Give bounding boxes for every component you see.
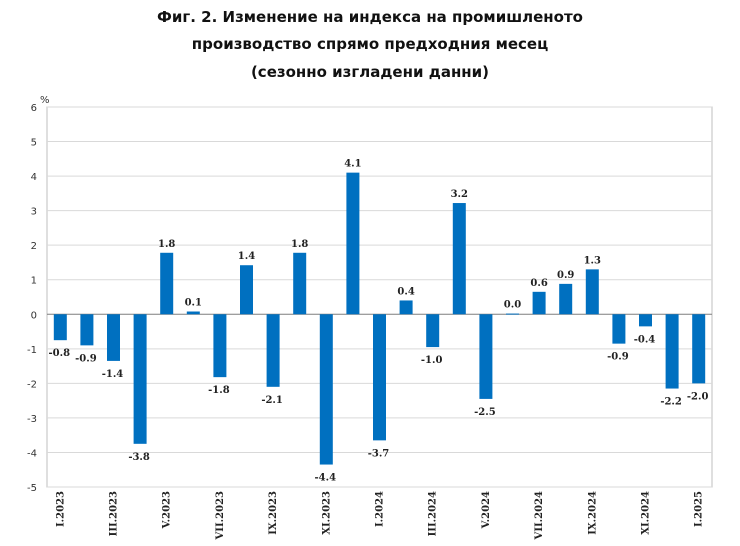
bar — [213, 314, 227, 378]
bar — [506, 313, 519, 315]
data-label: 4.1 — [344, 159, 361, 170]
bar — [585, 269, 599, 315]
y-tick-label: 5 — [31, 138, 37, 149]
bar — [319, 314, 333, 465]
x-tick-label: VII.2023 — [215, 491, 226, 540]
data-label: -2.5 — [474, 407, 496, 418]
bar — [532, 291, 546, 315]
bar — [53, 314, 67, 341]
bar — [133, 314, 147, 444]
bar — [266, 314, 280, 387]
y-tick-label: 0 — [31, 310, 37, 321]
data-label: -2.0 — [687, 391, 709, 402]
data-label: 0.4 — [397, 286, 414, 297]
data-label: -1.0 — [421, 355, 443, 366]
data-label: 1.8 — [291, 239, 308, 250]
bar — [346, 172, 360, 315]
chart-title-line-2: производство спрямо предходния месец — [191, 35, 549, 53]
x-tick-label: XI.2023 — [321, 491, 332, 535]
data-label: 1.4 — [238, 251, 255, 262]
bar — [479, 314, 493, 399]
y-tick-label: -2 — [27, 379, 37, 390]
bar — [612, 314, 626, 344]
data-label: -4.4 — [315, 473, 337, 484]
y-tick-label: 6 — [31, 103, 37, 114]
data-label: 0.0 — [504, 300, 521, 311]
y-tick-label: 2 — [31, 241, 37, 252]
data-label: -1.4 — [102, 369, 124, 380]
x-tick-label: IX.2023 — [268, 491, 279, 535]
bar — [240, 265, 253, 315]
bar — [426, 314, 440, 348]
data-label: 0.9 — [557, 270, 574, 281]
x-tick-label: V.2023 — [162, 491, 173, 529]
bar — [692, 314, 706, 384]
y-tick-label: -5 — [27, 483, 37, 494]
y-tick-label: 1 — [31, 276, 37, 287]
data-label: -3.8 — [128, 452, 150, 463]
bar — [559, 283, 573, 315]
data-label: -2.1 — [261, 395, 283, 406]
bar — [373, 314, 386, 441]
data-label: -3.7 — [368, 448, 390, 459]
x-tick-label: IX.2024 — [587, 491, 598, 535]
x-tick-label: I.2025 — [694, 491, 705, 527]
data-label: 3.2 — [451, 189, 468, 200]
y-tick-label: -3 — [27, 414, 37, 425]
bar — [639, 314, 652, 327]
x-tick-label: XI.2024 — [641, 491, 652, 535]
x-tick-label: III.2023 — [109, 491, 120, 536]
bar — [107, 314, 120, 361]
chart-title-line-3: (сезонно изгладени данни) — [250, 63, 490, 81]
y-axis-unit-label: % — [40, 95, 50, 106]
y-tick-label: 4 — [31, 172, 37, 183]
data-label: 0.1 — [185, 298, 202, 309]
data-label: -0.9 — [607, 352, 629, 363]
x-tick-label: VII.2024 — [534, 491, 545, 540]
bar — [160, 252, 174, 315]
y-tick-label: -1 — [27, 345, 37, 356]
data-label: -1.8 — [208, 385, 230, 396]
data-label: -0.8 — [49, 348, 71, 359]
bar — [665, 314, 679, 389]
y-tick-label: -4 — [27, 448, 37, 459]
data-label: 1.3 — [584, 255, 601, 266]
x-tick-label: III.2024 — [428, 491, 439, 536]
data-label: 1.8 — [158, 239, 175, 250]
y-tick-label: 3 — [31, 207, 37, 218]
data-label: -0.9 — [75, 353, 97, 364]
bar — [293, 252, 307, 315]
x-tick-label: I.2023 — [55, 491, 66, 527]
x-tick-label: V.2024 — [481, 491, 492, 529]
bar — [186, 311, 200, 315]
x-tick-label: I.2024 — [375, 491, 386, 527]
bar — [452, 203, 466, 315]
chart-title-line-1: Фиг. 2. Изменение на индекса на промишле… — [157, 8, 583, 26]
data-label: -2.2 — [660, 397, 682, 408]
bar — [399, 300, 413, 315]
bar — [80, 314, 94, 346]
data-label: 0.6 — [530, 278, 547, 289]
data-label: -0.4 — [634, 334, 656, 345]
